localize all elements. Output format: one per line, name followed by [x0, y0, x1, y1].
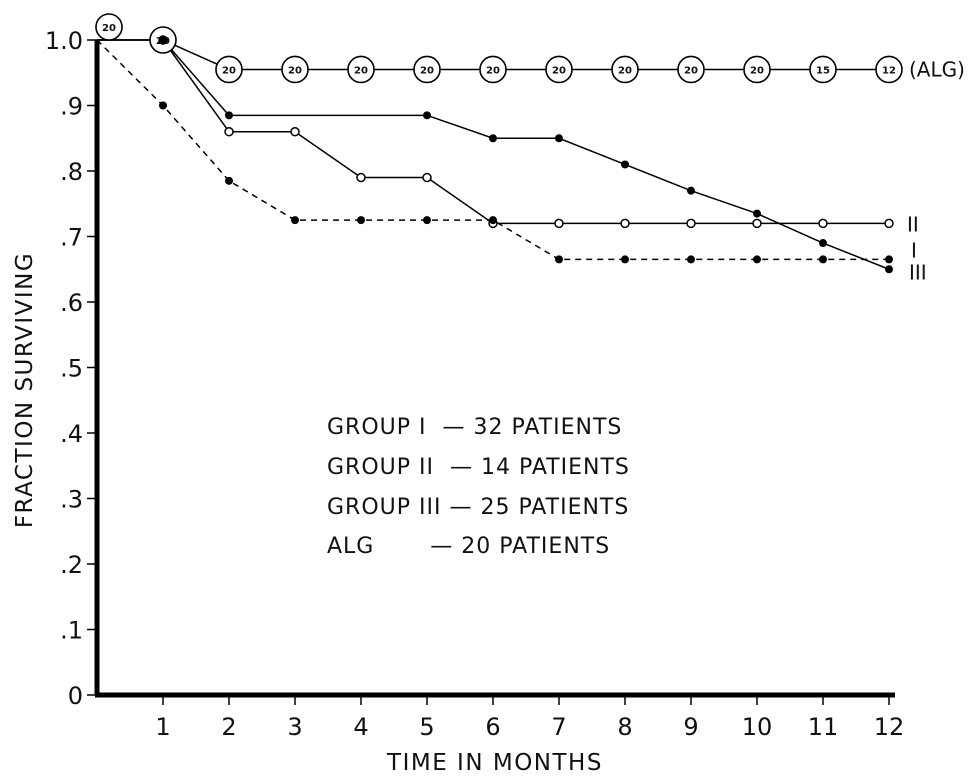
filled-marker — [423, 111, 431, 120]
filled-marker — [885, 265, 893, 274]
open-marker — [356, 172, 366, 183]
alg-badge-circle — [347, 55, 375, 84]
filled-marker — [687, 186, 695, 195]
filled-marker — [225, 176, 233, 185]
alg-badge-circle — [875, 55, 903, 84]
filled-marker — [489, 134, 497, 143]
tick-labels: 0.1.2.3.4.5.6.7.8.91.01 2 3 4 5 6 7 8 9 10 11 12 — [45, 27, 904, 741]
y-tick-label: 1.0 — [45, 27, 83, 55]
x-tick-label: 6 — [485, 713, 500, 741]
filled-marker — [885, 255, 893, 264]
y-tick-label: .9 — [60, 93, 83, 121]
x-tick-label: 11 — [808, 713, 839, 741]
filled-marker — [159, 101, 167, 110]
alg-badge-circle — [413, 55, 441, 84]
filled-marker — [687, 255, 695, 264]
filled-marker — [555, 255, 563, 264]
filled-marker — [555, 134, 563, 143]
series-end-label: II — [907, 212, 919, 236]
series-end-label: III — [909, 260, 927, 284]
x-tick-label: 5 — [419, 713, 434, 741]
legend: GROUP I — 32 PATIENTS GROUP II — 14 PATI… — [327, 415, 630, 559]
alg-badge-count: 12 — [882, 65, 896, 76]
legend-entry-group-1: GROUP I — 32 PATIENTS — [327, 415, 622, 440]
filled-marker — [753, 209, 761, 218]
alg-badge-circle — [215, 55, 243, 84]
x-tick-label: 2 — [221, 713, 236, 741]
axes — [87, 39, 895, 705]
y-tick-label: .4 — [60, 420, 83, 448]
alg-badge-count: 20 — [750, 65, 764, 76]
alg-badge-count: 20 — [552, 65, 566, 76]
filled-marker — [291, 216, 299, 225]
alg-badge-circle — [95, 13, 123, 41]
open-marker — [554, 218, 564, 229]
x-tick-label: 12 — [874, 713, 905, 741]
open-marker — [818, 218, 828, 229]
filled-marker — [159, 36, 167, 44]
open-marker — [620, 218, 630, 229]
open-marker — [884, 218, 894, 229]
open-marker — [224, 126, 234, 137]
x-tick-label: 1 — [155, 713, 170, 741]
alg-badge-count: 20 — [222, 65, 236, 76]
x-tick-label: 4 — [353, 713, 368, 741]
y-axis-title: FRACTION SURVIVING — [12, 252, 38, 528]
filled-marker — [357, 216, 365, 225]
series-end-label: (ALG) — [909, 57, 965, 81]
x-tick-label: 8 — [617, 713, 632, 741]
alg-badge-count: 20 — [102, 23, 116, 34]
alg-badge-circle — [743, 55, 771, 84]
alg-badge-count: 20 — [354, 65, 368, 76]
y-tick-label: .1 — [60, 617, 83, 645]
filled-marker — [621, 255, 629, 264]
filled-marker — [819, 255, 827, 264]
alg-badge-count: 20 — [288, 65, 302, 76]
y-tick-label: .5 — [60, 355, 83, 383]
legend-entry-group-3: GROUP III — 25 PATIENTS — [327, 495, 629, 520]
y-tick-label: .6 — [60, 289, 83, 317]
alg-badge-count: 20 — [684, 65, 698, 76]
y-tick-label: .7 — [60, 224, 83, 252]
filled-marker — [423, 216, 431, 225]
alg-badge-circle — [809, 55, 837, 84]
alg-badge-count: 20 — [618, 65, 632, 76]
series-end-label: I — [911, 238, 917, 262]
y-tick-label: 0 — [68, 682, 83, 710]
legend-entry-group-2: GROUP II — 14 PATIENTS — [327, 455, 630, 480]
filled-marker — [225, 111, 233, 120]
x-tick-label: 7 — [551, 713, 566, 741]
x-tick-label: 10 — [742, 713, 773, 741]
legend-entry-alg: ALG — 20 PATIENTS — [327, 534, 610, 559]
open-marker — [686, 218, 696, 229]
x-axis-title: TIME IN MONTHS — [386, 750, 603, 776]
open-marker — [752, 218, 762, 229]
alg-badge-circle — [545, 55, 573, 84]
filled-marker — [753, 255, 761, 264]
alg-badge-circle — [611, 55, 639, 84]
filled-marker — [819, 239, 827, 248]
alg-badge-circle — [677, 55, 705, 84]
alg-badge-circle — [479, 55, 507, 84]
x-tick-label: 9 — [683, 713, 698, 741]
alg-badge-count: 20 — [420, 65, 434, 76]
open-marker — [422, 172, 432, 183]
y-tick-label: .2 — [60, 551, 83, 579]
open-marker — [290, 126, 300, 137]
alg-badge-circle — [281, 55, 309, 84]
alg-badge-count: 15 — [816, 65, 830, 76]
filled-marker — [489, 216, 497, 225]
x-tick-label: 3 — [287, 713, 302, 741]
y-tick-label: .3 — [60, 486, 83, 514]
filled-marker — [621, 160, 629, 169]
y-tick-label: .8 — [60, 158, 83, 186]
alg-badge-count: 20 — [486, 65, 500, 76]
series-markers: 20202020202020202020151220 — [95, 13, 903, 274]
